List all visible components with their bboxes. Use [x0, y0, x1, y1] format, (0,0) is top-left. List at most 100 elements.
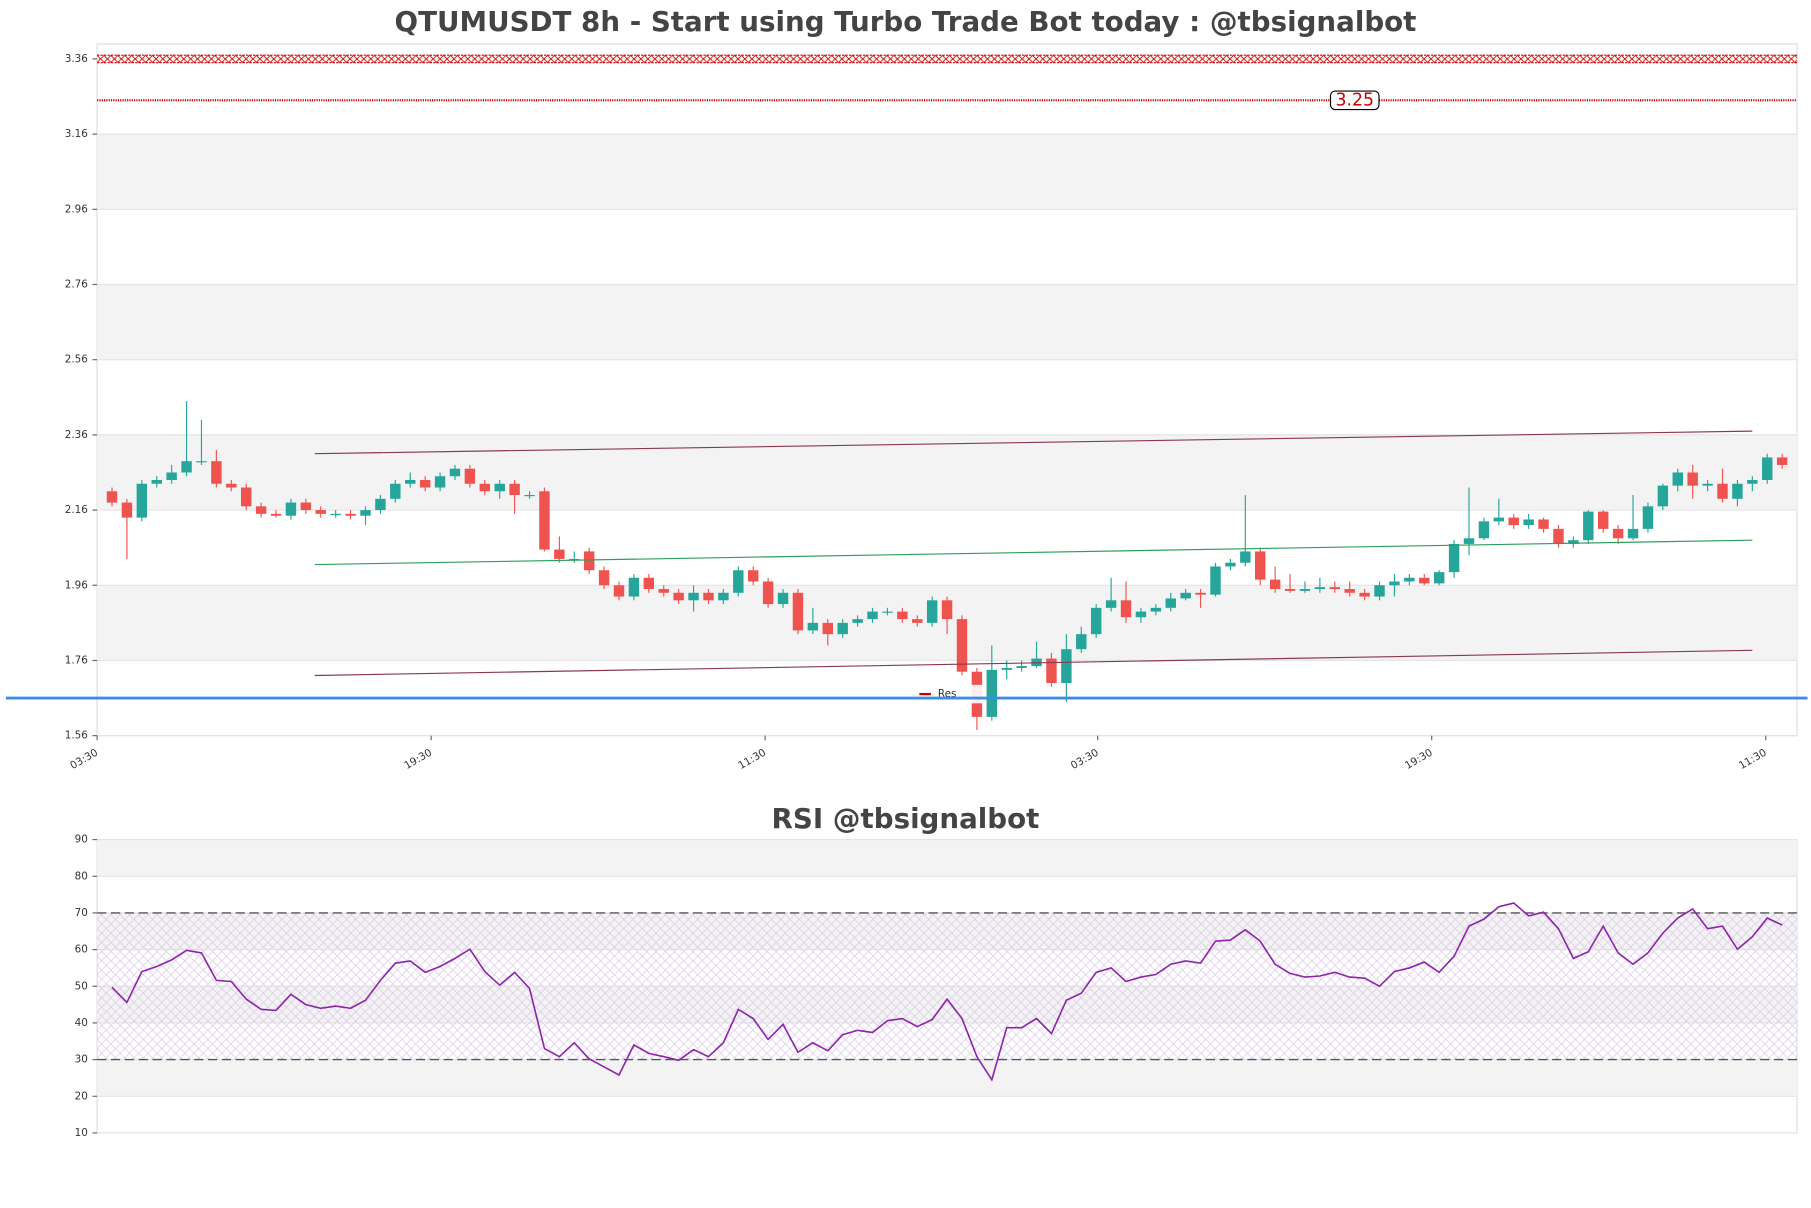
- candle-body: [822, 622, 833, 635]
- candle-body: [613, 585, 625, 597]
- y-tick-label: 2.56: [65, 354, 88, 366]
- candle-body: [1299, 589, 1311, 591]
- candle-body: [166, 472, 177, 481]
- candle-body: [703, 592, 714, 601]
- candle-body: [643, 577, 655, 590]
- candle-body: [583, 551, 595, 571]
- candle-body: [1508, 517, 1519, 526]
- y-tick-label: 30: [75, 1054, 88, 1066]
- candle-body: [1150, 607, 1162, 612]
- candle-body: [926, 600, 938, 623]
- candle-body: [1553, 528, 1564, 544]
- candle-body: [777, 592, 789, 605]
- candle-body: [598, 570, 610, 586]
- candle-body: [807, 622, 819, 631]
- candle-body: [1120, 600, 1132, 618]
- label-box: [1329, 90, 1380, 111]
- candle-body: [1404, 577, 1415, 582]
- y-tick-label: 2.16: [65, 504, 88, 516]
- candle-body: [912, 619, 923, 623]
- candle-body: [1687, 472, 1698, 486]
- candle-body: [1046, 658, 1057, 684]
- candle-body: [181, 461, 192, 473]
- candle-body: [1478, 521, 1490, 539]
- candle-body: [449, 468, 461, 477]
- candle-body: [1061, 649, 1072, 684]
- x-tick-label: 19:30: [1403, 747, 1435, 772]
- chart-title: QTUMUSDT 8h - Start using Turbo Trade Bo…: [395, 5, 1417, 38]
- x-tick-label: 03:30: [68, 747, 100, 772]
- x-tick-label: 03:30: [1069, 747, 1101, 772]
- y-tick-label: 10: [75, 1127, 88, 1139]
- candle-body: [1702, 483, 1713, 486]
- candle-body: [986, 669, 998, 717]
- candle-body: [360, 510, 371, 516]
- candle-body: [1538, 519, 1549, 529]
- candle-body: [1493, 517, 1505, 522]
- candle-body: [1255, 551, 1266, 580]
- candle-body: [285, 502, 297, 516]
- candle-body: [509, 483, 520, 496]
- candle-body: [1627, 528, 1639, 539]
- candle-body: [688, 592, 699, 601]
- candle-body: [255, 506, 267, 514]
- trend-line: [314, 430, 1753, 455]
- x-tick-label: 11:30: [1737, 747, 1769, 772]
- candle-body: [345, 513, 356, 516]
- candle-body: [1359, 592, 1370, 597]
- y-tick-label: 70: [75, 907, 88, 919]
- candle-body: [1657, 485, 1669, 507]
- candle-body: [1419, 577, 1430, 584]
- candle-body: [852, 619, 863, 623]
- trend-line: [314, 649, 1753, 677]
- candle-body: [792, 592, 804, 631]
- candle-body: [1523, 519, 1534, 526]
- y-tick-label: 50: [75, 980, 88, 992]
- candle-body: [479, 483, 491, 492]
- candle-body: [226, 483, 237, 488]
- line-label: 3.25: [1335, 90, 1374, 110]
- candle-body: [300, 502, 312, 511]
- candle-body: [1732, 483, 1743, 499]
- candle-body: [524, 495, 535, 497]
- candle-body: [837, 622, 848, 635]
- y-tick-label: 40: [75, 1017, 88, 1029]
- y-tick-label: 2.36: [65, 429, 88, 441]
- grid-band: [97, 134, 1798, 210]
- y-tick-label: 2.76: [65, 279, 88, 291]
- candle-body: [196, 461, 207, 463]
- candle-body: [1463, 538, 1475, 544]
- candle-body: [405, 480, 416, 484]
- candle-body: [375, 498, 386, 511]
- candle-body: [554, 549, 565, 559]
- candle-body: [211, 461, 222, 484]
- candle-body: [897, 611, 908, 620]
- y-tick-label: 1.56: [65, 730, 88, 742]
- chart-title: RSI @tbsignalbot: [772, 802, 1040, 835]
- candle-body: [136, 483, 148, 518]
- y-tick-label: 2.96: [65, 203, 88, 215]
- candle-body: [1284, 589, 1296, 591]
- hatched-band: [97, 912, 1798, 1060]
- candle-body: [1076, 634, 1087, 650]
- grid-band: [97, 839, 1798, 877]
- candle-body: [718, 592, 729, 601]
- candle-body: [1568, 540, 1579, 544]
- candle-body: [270, 513, 282, 516]
- candle-body: [1717, 483, 1728, 499]
- candle-body: [628, 577, 640, 597]
- candle-body: [1210, 566, 1221, 595]
- candle-body: [240, 487, 252, 507]
- candle-body: [658, 589, 669, 593]
- candle-body: [1762, 457, 1773, 481]
- candle-body: [1448, 543, 1460, 573]
- candle-body: [1433, 572, 1445, 584]
- candle-body: [121, 502, 133, 518]
- candle-body: [1612, 528, 1624, 539]
- candle-body: [733, 570, 744, 593]
- candle-body: [1001, 667, 1012, 670]
- candle-body: [1642, 506, 1654, 529]
- candle-body: [1314, 587, 1326, 590]
- candle-body: [390, 483, 401, 499]
